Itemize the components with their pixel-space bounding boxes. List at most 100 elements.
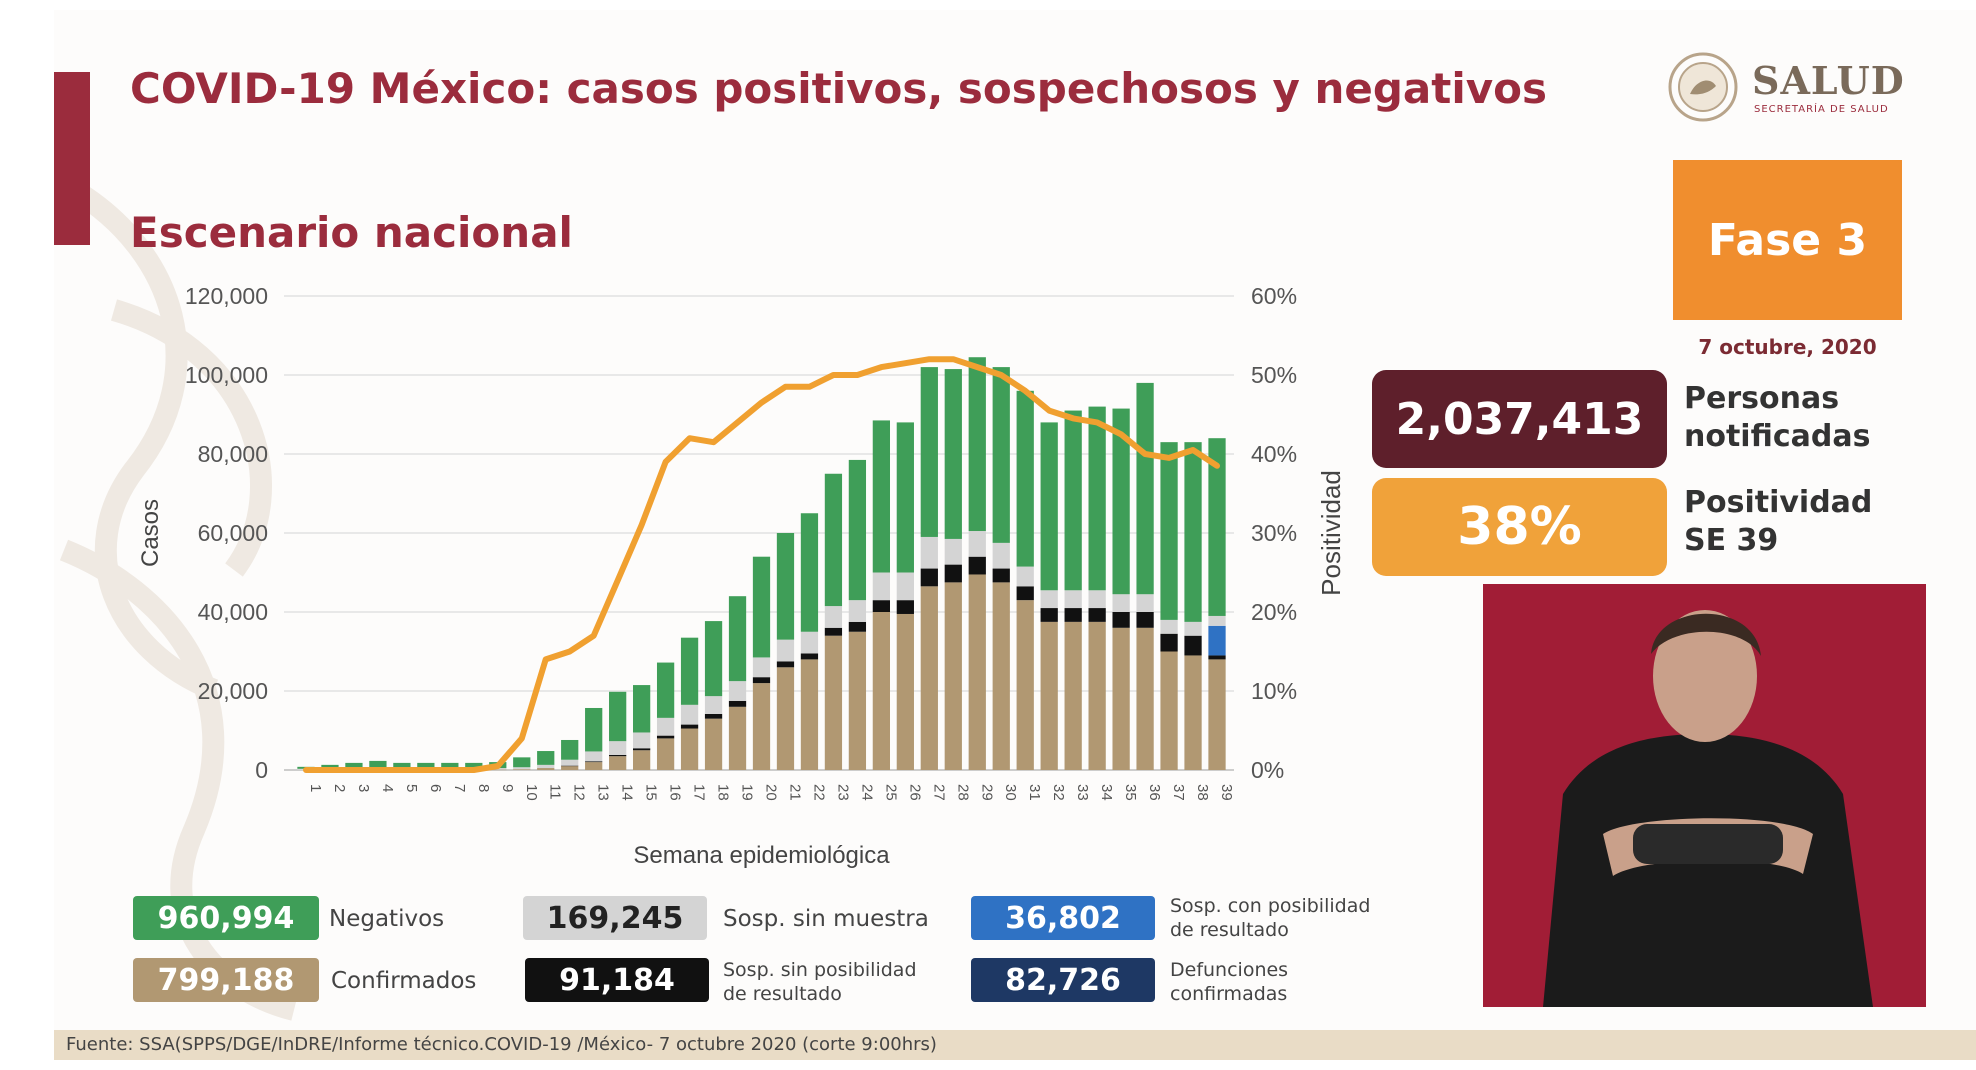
bar-segment [1064, 621, 1082, 770]
bar-segment [369, 760, 387, 769]
bar-segment [632, 748, 651, 751]
x-tick-label: 9 [499, 784, 516, 792]
bar-segment [920, 568, 938, 587]
bar-segment [968, 556, 986, 575]
bar-segment [728, 681, 747, 701]
x-tick-label: 13 [595, 784, 612, 801]
bar-segment [728, 596, 747, 682]
x-tick-label: 6 [427, 784, 444, 792]
bar-segment [632, 685, 651, 733]
bar-segment [1064, 608, 1082, 622]
phase-badge: Fase 3 [1673, 160, 1902, 320]
x-tick-label: 14 [619, 784, 636, 801]
bar-segment [585, 751, 603, 762]
notified-people-label: Personas notificadas [1684, 380, 1870, 456]
x-tick-label: 24 [858, 784, 875, 801]
bar-segment [680, 704, 699, 725]
bar-segment [537, 751, 555, 765]
notified-people-value: 2,037,413 [1372, 370, 1667, 468]
chart-bars [297, 357, 1226, 771]
bar-segment [800, 513, 819, 632]
bar-segment [632, 750, 651, 770]
legend-label-defunciones: Defunciones confirmadas [1170, 958, 1288, 1006]
bar-segment [944, 538, 962, 565]
legend-label-defunciones-line2: confirmadas [1170, 983, 1288, 1005]
bar-segment [896, 600, 914, 614]
bar-segment [1040, 608, 1058, 622]
x-tick-label: 1 [307, 784, 324, 792]
notified-people-label-line1: Personas [1684, 381, 1840, 416]
y-tick-label: 80,000 [198, 441, 268, 467]
y-tick-label: 0 [255, 757, 268, 783]
chart-positivity-line [303, 356, 1220, 773]
bar-segment [704, 696, 723, 714]
legend-label-confirmados: Confirmados [331, 968, 477, 994]
bar-segment [800, 653, 819, 660]
source-footer: Fuente: SSA(SPPS/DGE/InDRE/Informe técni… [54, 1030, 1976, 1060]
bar-segment [824, 606, 843, 628]
bar-segment [920, 367, 938, 537]
bar-segment [920, 586, 938, 770]
y2-tick-label: 0% [1251, 757, 1284, 783]
bar-segment [752, 556, 771, 658]
x-axis-title: Semana epidemiológica [633, 842, 890, 869]
legend-value-sosp-sin-muestra: 169,245 [523, 896, 707, 940]
bar-segment [1136, 594, 1154, 612]
bar-segment [800, 659, 819, 770]
bar-segment [992, 367, 1010, 543]
bar-segment [345, 762, 363, 769]
legend-label-sosp-con-posibilidad-line1: Sosp. con posibilidad [1170, 895, 1371, 917]
bar-segment [872, 600, 891, 612]
legend-label-sosp-sin-posibilidad-line1: Sosp. sin posibilidad [723, 959, 917, 981]
y-tick-label: 100,000 [185, 362, 268, 388]
bar-segment [585, 762, 603, 770]
bar-segment [848, 459, 867, 601]
chart-labels: 0 0% 20,000 10% 40,000 20% 60,000 30% 80,000 40% 1… [137, 283, 1346, 869]
positivity-label: Positividad SE 39 [1684, 484, 1872, 560]
bar-segment [1112, 627, 1130, 770]
bar-segment [609, 756, 627, 770]
bar-segment [656, 738, 675, 770]
bar-segment [513, 757, 531, 768]
bar-segment [1160, 619, 1178, 634]
bar-segment [992, 582, 1010, 770]
x-tick-label: 30 [1002, 784, 1019, 801]
bar-segment [1136, 382, 1154, 595]
bar-segment [872, 612, 891, 770]
bar-segment [561, 739, 579, 760]
bar-segment [656, 735, 675, 739]
y-tick-label: 60,000 [198, 520, 268, 546]
x-tick-label: 5 [403, 784, 420, 792]
x-tick-label: 11 [547, 784, 564, 800]
bar-segment [1016, 390, 1034, 567]
bar-segment [1112, 408, 1130, 595]
bar-segment [561, 765, 579, 767]
y2-tick-label: 10% [1251, 678, 1297, 704]
legend-value-sosp-con-posibilidad: 36,802 [971, 896, 1155, 940]
salud-logo: SALUD SECRETARÍA DE SALUD [1666, 50, 1926, 130]
bar-segment [1040, 590, 1058, 609]
bar-segment [561, 766, 579, 770]
y-tick-label: 20,000 [198, 678, 268, 704]
bar-segment [1184, 442, 1202, 622]
legend-label-sosp-sin-posibilidad-line2: de resultado [723, 983, 842, 1005]
y2-axis-title: Positividad [1316, 470, 1346, 596]
bar-segment [824, 635, 843, 770]
x-tick-label: 34 [1098, 784, 1115, 801]
x-tick-label: 16 [667, 784, 684, 801]
positivity-line [303, 356, 1220, 773]
legend-label-sosp-sin-posibilidad: Sosp. sin posibilidad de resultado [723, 958, 917, 1006]
x-tick-label: 21 [786, 784, 803, 801]
x-tick-label: 15 [643, 784, 660, 801]
x-tick-label: 31 [1026, 784, 1043, 801]
bar-segment [1208, 655, 1226, 660]
x-tick-label: 39 [1218, 784, 1235, 801]
bar-segment [896, 422, 914, 573]
bar-segment [824, 627, 843, 636]
positivity-label-line1: Positividad [1684, 485, 1873, 520]
bar-segment [609, 691, 627, 742]
x-tick-label: 10 [523, 784, 540, 801]
bar-segment [728, 700, 747, 707]
x-tick-label: 28 [954, 784, 971, 801]
bar-segment [513, 769, 531, 770]
